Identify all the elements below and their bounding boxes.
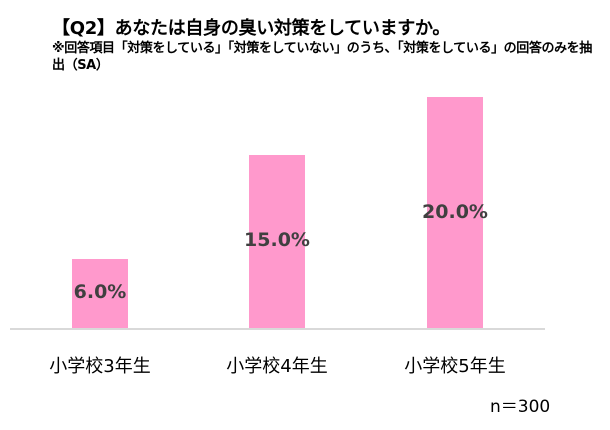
bar: 15.0%: [244, 154, 310, 328]
bar: 20.0%: [422, 97, 488, 328]
bar: 6.0%: [72, 258, 128, 328]
sample-size-label: n＝300: [490, 397, 551, 417]
plot-area: 6.0% 15.0% 20.0%: [10, 80, 545, 329]
bar-value-label: 20.0%: [422, 200, 488, 223]
x-axis-line: [10, 328, 545, 330]
chart-subtitle: ※回答項目「対策をしている」「対策をしていない」のうち、「対策をしている」の回答…: [52, 41, 592, 73]
bar-value-label: 15.0%: [244, 229, 310, 252]
category-label: 小学校4年生: [226, 356, 328, 377]
chart-title: 【Q2】あなたは自身の臭い対策をしていますか。: [52, 18, 451, 39]
category-label: 小学校5年生: [404, 356, 506, 377]
bar-value-label: 6.0%: [73, 281, 127, 304]
category-label: 小学校3年生: [49, 356, 151, 377]
